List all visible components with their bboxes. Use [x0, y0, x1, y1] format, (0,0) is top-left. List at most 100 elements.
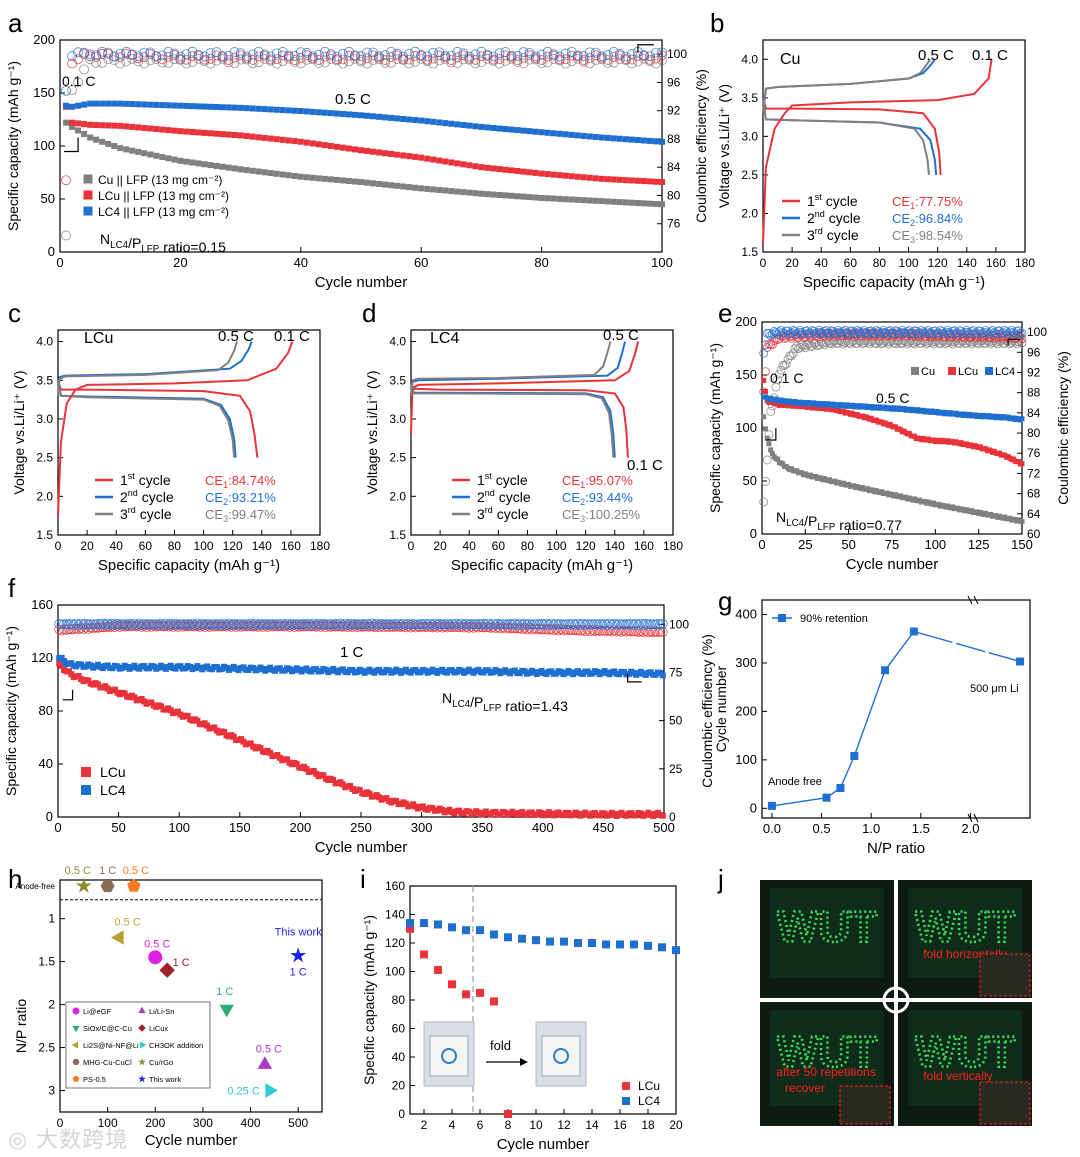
x-tick-label: 0 [55, 539, 62, 553]
capacity-point-0 [303, 765, 310, 772]
y-tick-label: 1.5 [38, 955, 55, 969]
ce-point-1 [190, 620, 200, 630]
ce-point-1 [313, 55, 324, 65]
ce-point-0 [124, 621, 135, 632]
ce-point-0 [283, 53, 294, 64]
ce-point-2 [217, 50, 228, 61]
capacity-point-1 [339, 144, 346, 151]
cycle-suffix: rd [128, 505, 136, 515]
capacity-point-0 [454, 188, 461, 195]
ce-point-0 [461, 621, 472, 632]
capacity-point-2 [394, 115, 401, 122]
ce-point-0 [542, 57, 553, 68]
legend-label: LC4 [638, 1094, 660, 1108]
x-tick-label: 160 [986, 256, 1006, 270]
y-tick-label: 3.0 [741, 129, 758, 143]
capacity-point-2 [111, 100, 118, 107]
retention-point [909, 627, 918, 636]
capacity-point-2 [327, 110, 334, 117]
y2-tick-label: 50 [669, 714, 683, 728]
ce-point-2 [936, 326, 945, 335]
ce-point-1 [221, 620, 232, 630]
voltage-curve [57, 341, 238, 396]
legend-marker [138, 1057, 146, 1066]
ce-point-0 [611, 626, 622, 637]
ce-point-2 [163, 46, 174, 57]
ce-point-0 [493, 622, 503, 632]
capacity-point-0 [303, 174, 310, 181]
ce-point-1 [510, 618, 520, 629]
ce-point-1 [500, 50, 511, 61]
capacity-point-2 [117, 100, 124, 107]
capacity-point-2 [249, 105, 256, 112]
ce-point-0 [927, 337, 937, 347]
ce-point-1 [631, 618, 642, 629]
ce-point-0 [371, 621, 382, 631]
capacity-point-0 [291, 172, 298, 179]
ce-point-0 [584, 58, 595, 69]
y-tick-label: 2.5 [389, 451, 406, 465]
ce-point-1 [410, 619, 421, 630]
y-tick-label: 3.5 [389, 373, 406, 387]
capacity-point-1 [129, 123, 136, 130]
ce-point-0 [771, 382, 781, 392]
ce-point-1 [192, 618, 203, 629]
ce-point-2 [271, 48, 282, 59]
capacity-point-2 [616, 135, 623, 142]
ce-point-2 [651, 47, 661, 58]
capacity-point-0 [356, 787, 363, 794]
ce-point-2 [878, 325, 888, 335]
ce-point-2 [398, 51, 409, 62]
capacity-point-2 [490, 124, 497, 131]
ce-point-2 [858, 327, 867, 337]
capacity-point-1 [490, 165, 497, 172]
ce-point-0 [325, 54, 336, 64]
ce-point-0 [991, 338, 1001, 347]
ce-point-2 [253, 46, 264, 57]
chart-e: 0 25 50 75 100 125 150 0 50 100 150 200 Cycle number… [707, 314, 1071, 573]
capacity-point-0 [504, 1110, 512, 1118]
ce-point-1 [449, 619, 460, 630]
capacity-point-0 [462, 990, 470, 999]
y-tick-label: 2.5 [38, 1041, 55, 1055]
ce-point-1 [471, 619, 482, 630]
rate-label-0.1c: 0.1 C [972, 47, 1008, 64]
caption-after-50-repetitions: after 50 repetitions [776, 1065, 875, 1079]
y-tick-label: 3.0 [36, 412, 53, 426]
x-axis-label: Cycle number [145, 1132, 238, 1149]
ce-point-2 [657, 47, 667, 58]
capacity-point-0 [230, 733, 237, 740]
ce-point-2 [814, 325, 824, 335]
capacity-point-2 [400, 115, 407, 122]
capacity-point-0 [622, 199, 629, 206]
capacity-point-2 [93, 100, 100, 107]
capacity-point-2 [580, 132, 587, 139]
legend-ce-label: CE3:98.54% [892, 228, 963, 245]
capacity-point-1 [249, 133, 256, 140]
capacity-point-0 [382, 181, 389, 188]
ce-point-2 [434, 47, 445, 58]
ce-point-2 [145, 47, 156, 58]
capacity-point-2 [195, 103, 202, 110]
legend-label: LCu [638, 1079, 660, 1093]
legend-cycle-label: 2nd cycle [120, 488, 174, 505]
capacity-point-1 [105, 122, 112, 129]
y-axis-label: N/P ratio [13, 999, 29, 1053]
capacity-point-0 [87, 134, 94, 141]
ce-point-2 [965, 329, 975, 339]
ce-point-2 [882, 329, 892, 339]
led-text: WUT [915, 902, 1015, 951]
ce-point-1 [430, 618, 440, 629]
ce-point-2 [809, 326, 819, 336]
np-ratio-part: LFP [141, 244, 159, 255]
axis-break [967, 595, 979, 605]
ce-point-1 [391, 619, 402, 630]
ce-point-1 [648, 619, 658, 630]
ce-point-1 [422, 619, 433, 630]
capacity-point-2 [285, 107, 292, 114]
capacity-point-1 [640, 178, 647, 185]
ce-point-2 [982, 327, 992, 337]
ce-point-1 [165, 618, 176, 629]
legend-cycle-label: 3rd cycle [120, 505, 172, 522]
